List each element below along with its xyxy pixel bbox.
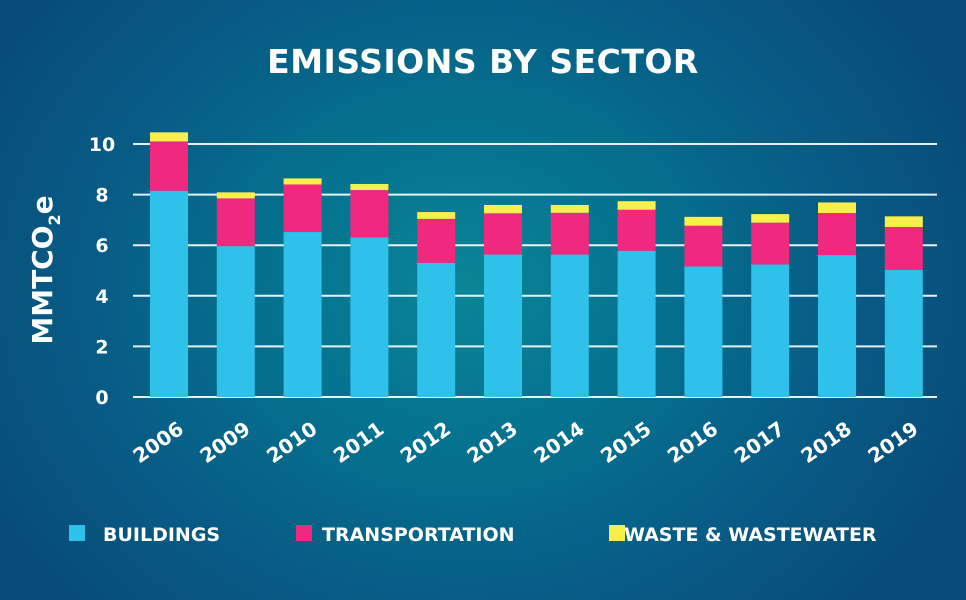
bar-buildings-2013 [484, 254, 522, 397]
y-axis-label-subscript: 2 [45, 214, 64, 225]
bar-waste-wastewater-2014 [550, 204, 589, 213]
x-tick-label: 2017 [730, 416, 789, 468]
bar-transportation-2016 [684, 225, 723, 267]
x-tick-label: 2013 [462, 416, 521, 468]
x-tick-label: 2019 [863, 416, 922, 468]
bar-waste-wastewater-2012 [417, 212, 456, 219]
x-tick-label: 2006 [128, 416, 187, 468]
x-ticks: 2006 2009 2010 2011 2012 2013 2014 2015 2016 2017… [128, 416, 922, 468]
x-tick-label: 2014 [529, 416, 588, 468]
bar-transportation-2014 [550, 212, 589, 255]
legend: BUILDINGS TRANSPORTATION WASTE & WASTEWATE… [69, 524, 877, 546]
bar-waste-wastewater-2010 [283, 178, 322, 185]
x-tick-label: 2010 [262, 416, 321, 468]
bar-waste-wastewater-2013 [484, 204, 522, 214]
bar-buildings-2010 [283, 232, 322, 397]
y-axis-label-suffix: e [26, 195, 59, 214]
bar-transportation-2019 [884, 226, 923, 270]
y-tick-label: 2 [95, 336, 108, 358]
y-ticks: 0 2 4 6 8 10 [89, 134, 115, 409]
bar-waste-wastewater-2018 [818, 202, 856, 214]
legend-label: BUILDINGS [103, 524, 220, 546]
bar-transportation-2012 [417, 218, 456, 263]
x-tick-label: 2015 [596, 416, 655, 468]
bar-buildings-2015 [617, 250, 656, 397]
bar-waste-wastewater-2015 [617, 201, 656, 210]
bar-buildings-2009 [216, 246, 255, 397]
bar-transportation-2009 [216, 198, 255, 247]
bar-buildings-2017 [751, 264, 790, 397]
x-tick-label: 2011 [329, 416, 388, 468]
x-tick-label: 2009 [195, 416, 254, 468]
bar-waste-wastewater-2006 [150, 132, 188, 142]
bar-waste-wastewater-2011 [350, 183, 389, 191]
x-tick-label: 2012 [396, 416, 455, 468]
bar-buildings-2016 [684, 266, 723, 397]
legend-swatch [609, 525, 625, 541]
svg-text:MMTCO2e: MMTCO2e [26, 195, 64, 344]
bar-buildings-2014 [550, 254, 589, 397]
y-axis-label: MMTCO2e [26, 195, 64, 344]
bar-transportation-2015 [617, 209, 656, 251]
y-tick-label: 8 [95, 185, 108, 207]
x-tick-label: 2018 [796, 416, 855, 468]
chart-title: EMISSIONS BY SECTOR [267, 42, 699, 81]
bar-buildings-2006 [150, 190, 188, 397]
y-tick-label: 0 [95, 387, 108, 409]
legend-label: WASTE & WASTEWATER [624, 524, 877, 546]
bar-buildings-2018 [818, 255, 856, 397]
y-tick-label: 10 [89, 134, 115, 156]
y-tick-label: 6 [95, 235, 108, 257]
bar-transportation-2011 [350, 190, 389, 238]
bar-transportation-2013 [484, 213, 522, 255]
bar-transportation-2017 [751, 222, 790, 265]
y-tick-label: 4 [95, 286, 108, 308]
legend-label: TRANSPORTATION [322, 524, 515, 546]
bar-waste-wastewater-2009 [216, 192, 255, 199]
bar-transportation-2018 [818, 213, 856, 256]
legend-swatch [69, 525, 85, 541]
y-axis-label-main: MMTCO [26, 225, 59, 344]
gridlines [133, 143, 937, 398]
bar-buildings-2012 [417, 262, 456, 397]
bar-transportation-2010 [283, 184, 322, 233]
legend-swatch [296, 525, 312, 541]
bar-buildings-2019 [884, 269, 923, 397]
x-tick-label: 2016 [663, 416, 722, 468]
bar-waste-wastewater-2016 [684, 216, 723, 226]
bar-transportation-2006 [150, 141, 188, 191]
bar-waste-wastewater-2019 [884, 216, 923, 227]
bar-buildings-2011 [350, 237, 389, 397]
bars [150, 132, 923, 397]
bar-waste-wastewater-2017 [751, 214, 790, 223]
